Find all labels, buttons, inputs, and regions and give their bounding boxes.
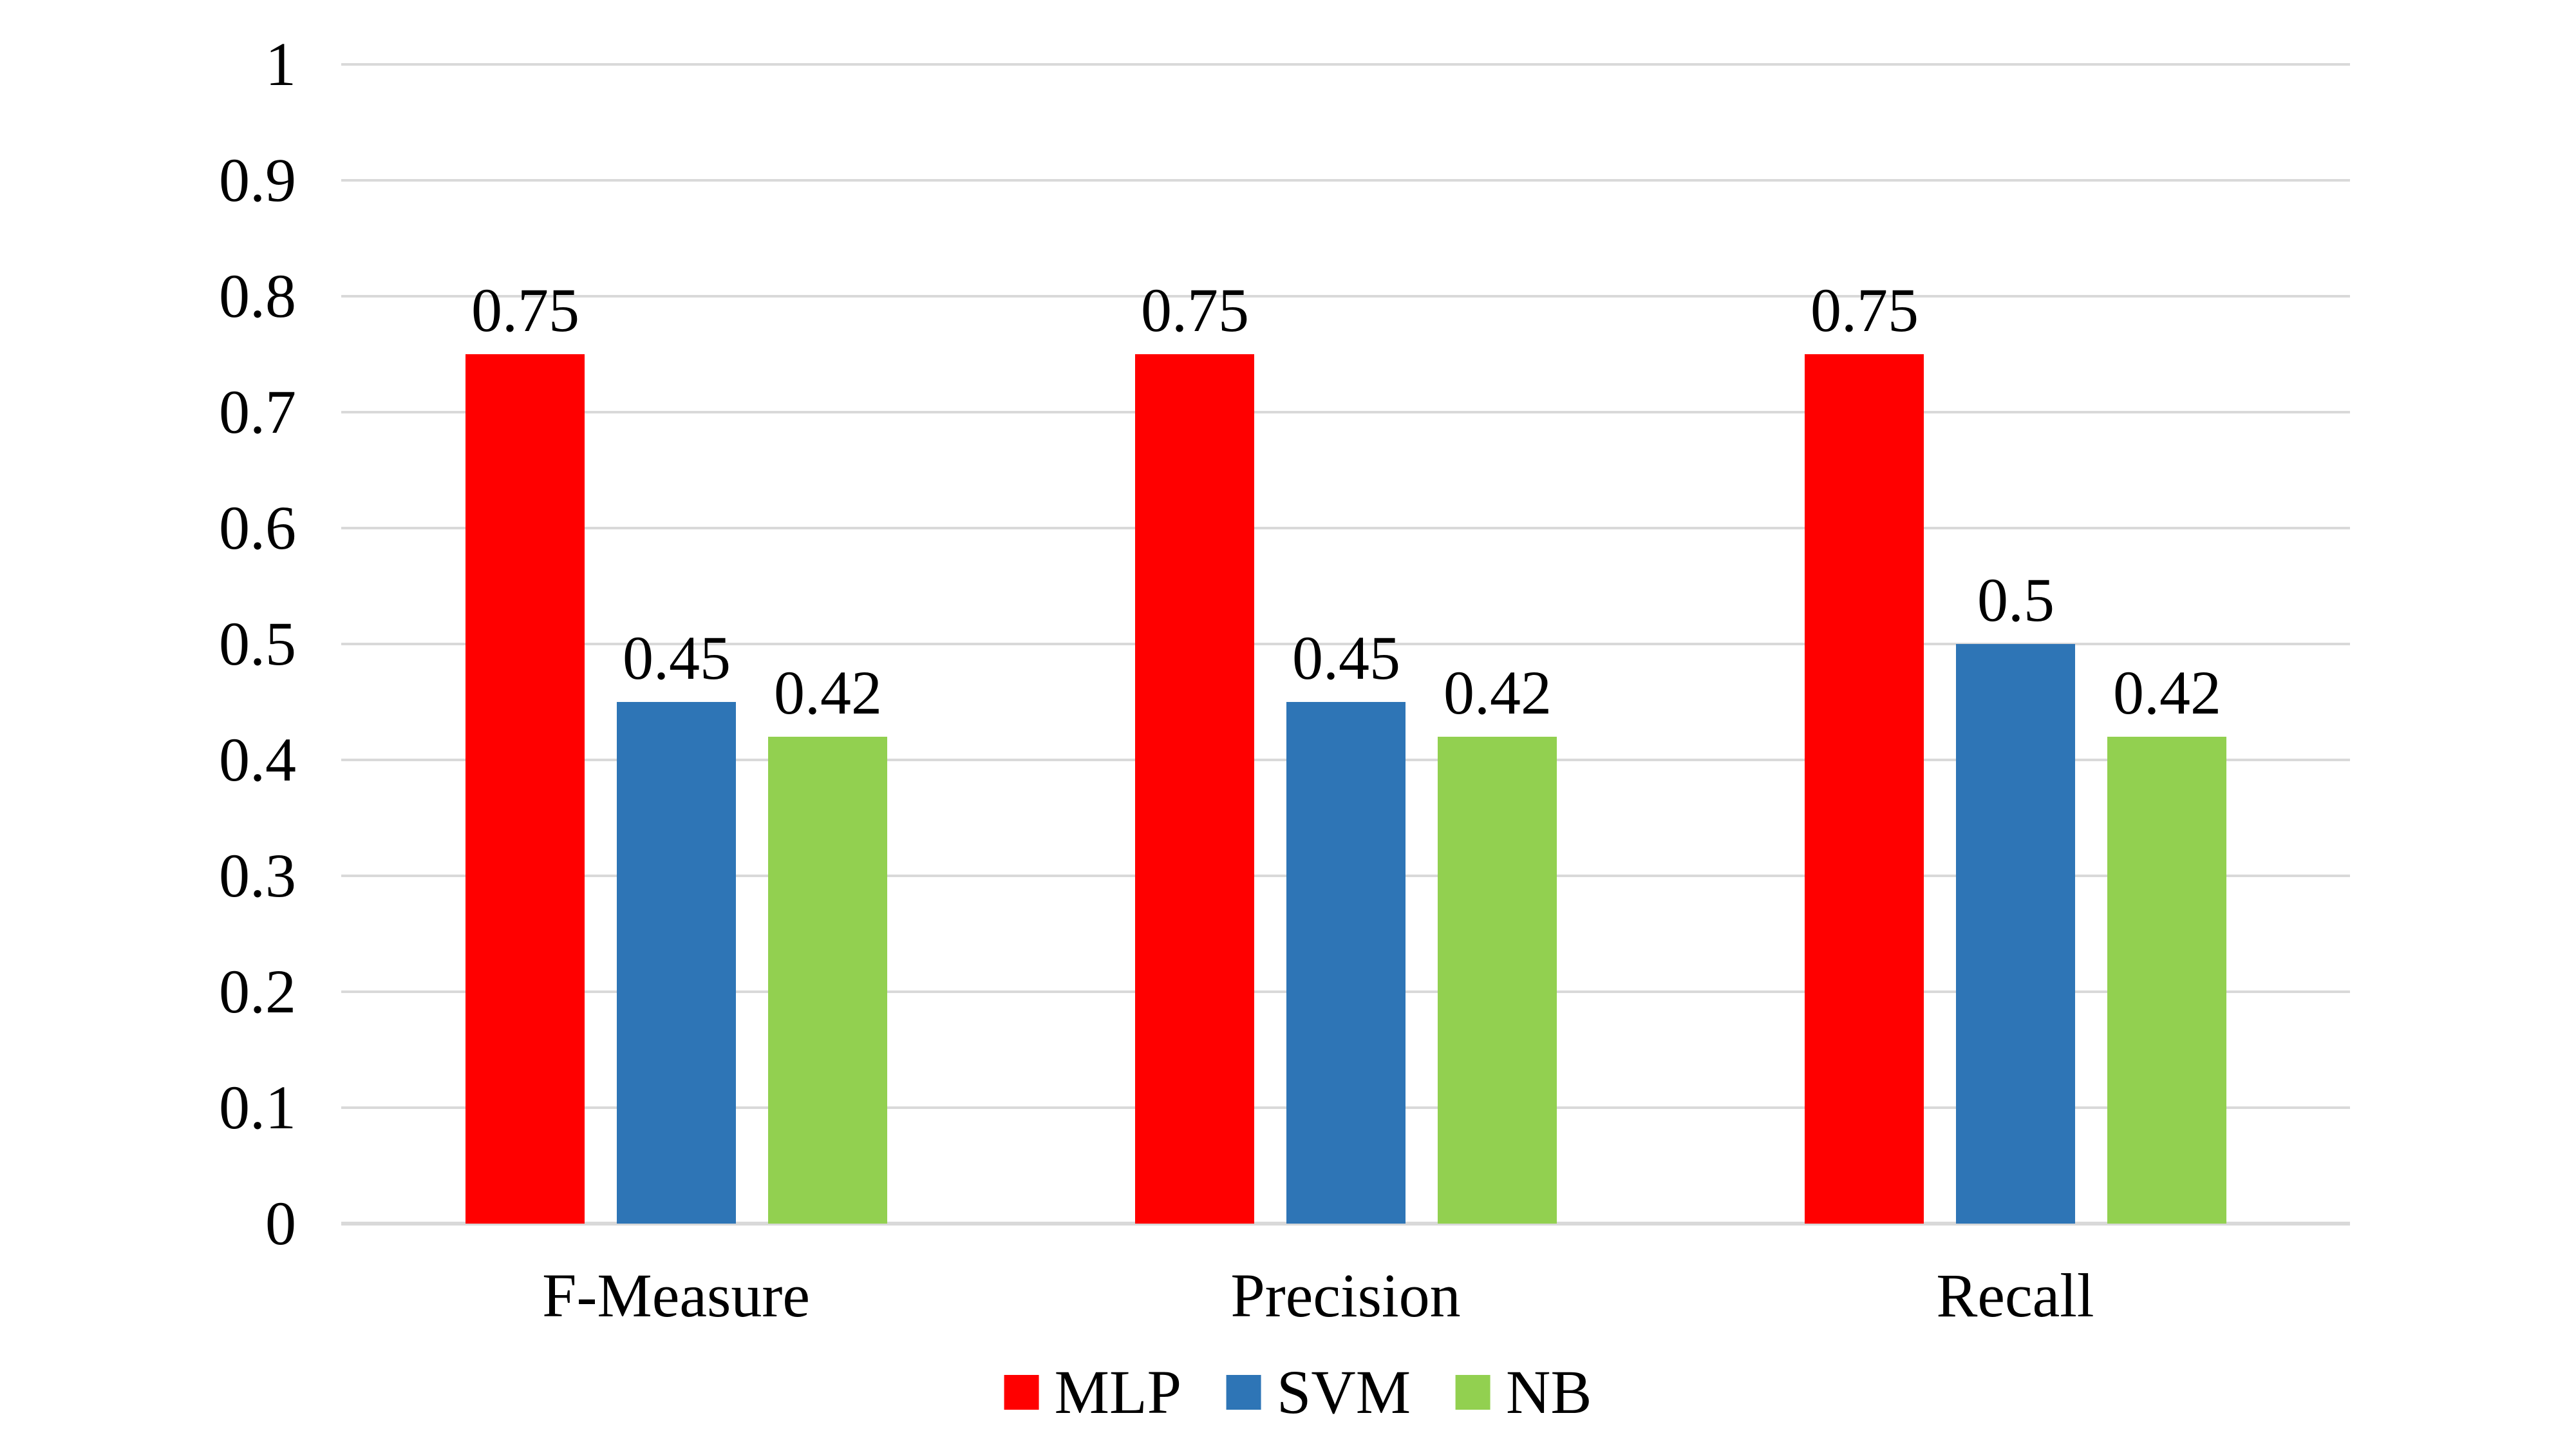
- bar-svm-precision: [1286, 702, 1406, 1224]
- bar-nb-precision: [1438, 737, 1557, 1224]
- bar-mlp-precision: [1135, 354, 1254, 1224]
- gridline: [341, 527, 2350, 529]
- bar-value-label: 0.75: [471, 276, 579, 345]
- y-axis-tick-label: 1: [265, 30, 296, 99]
- bar-svm-recall: [1956, 644, 2075, 1224]
- bar-value-label: 0.75: [1141, 276, 1249, 345]
- x-axis-category-label: Recall: [1936, 1261, 2094, 1330]
- bar-svm-f-measure: [617, 702, 736, 1224]
- y-axis-tick-label: 0.7: [219, 377, 296, 446]
- bar-value-label: 0.75: [1810, 276, 1919, 345]
- bar-value-label: 0.42: [1443, 658, 1552, 727]
- bar-value-label: 0.45: [1292, 623, 1400, 692]
- legend-item-nb: NB: [1456, 1360, 1592, 1425]
- gridline: [341, 63, 2350, 66]
- y-axis-tick-label: 0.9: [219, 146, 296, 214]
- y-axis-tick-label: 0.4: [219, 725, 296, 794]
- x-axis-category-label: Precision: [1230, 1261, 1461, 1330]
- y-axis-tick-label: 0.8: [219, 261, 296, 330]
- gridline: [341, 295, 2350, 298]
- legend-item-mlp: MLP: [1004, 1360, 1181, 1425]
- x-axis-category-label: F-Measure: [542, 1261, 810, 1330]
- legend-swatch-nb: [1456, 1375, 1491, 1410]
- legend-label: MLP: [1054, 1358, 1181, 1426]
- bar-nb-recall: [2107, 737, 2226, 1224]
- legend: MLP SVM NB: [1004, 1360, 1592, 1425]
- y-axis-tick-label: 0.1: [219, 1073, 296, 1142]
- bar-value-label: 0.42: [2113, 658, 2221, 727]
- gridline: [341, 643, 2350, 645]
- bar-mlp-recall: [1805, 354, 1924, 1224]
- gridline: [341, 411, 2350, 413]
- y-axis-tick-label: 0.5: [219, 609, 296, 678]
- gridline: [341, 179, 2350, 182]
- y-axis-tick-label: 0.3: [219, 841, 296, 910]
- legend-item-svm: SVM: [1226, 1358, 1411, 1426]
- legend-swatch-svm: [1226, 1375, 1261, 1410]
- y-axis-tick-label: 0: [265, 1189, 296, 1258]
- bar-value-label: 0.45: [623, 623, 731, 692]
- bar-value-label: 0.5: [1977, 565, 2054, 634]
- bar-nb-f-measure: [768, 737, 887, 1224]
- y-axis-tick-label: 0.6: [219, 493, 296, 562]
- bar-mlp-f-measure: [465, 354, 585, 1224]
- x-axis-line: [341, 1222, 2350, 1226]
- legend-label: SVM: [1276, 1358, 1411, 1426]
- bar-value-label: 0.42: [774, 658, 882, 727]
- legend-swatch-mlp: [1004, 1375, 1039, 1410]
- legend-label: NB: [1506, 1358, 1592, 1426]
- y-axis-tick-label: 0.2: [219, 957, 296, 1026]
